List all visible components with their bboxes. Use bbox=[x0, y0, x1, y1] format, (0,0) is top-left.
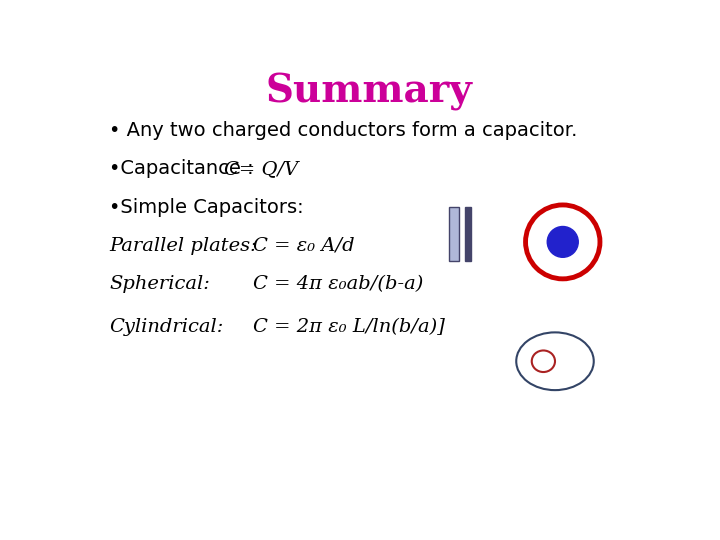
Bar bbox=[449, 207, 459, 261]
Text: C = 4π ε₀ab/(b-a): C = 4π ε₀ab/(b-a) bbox=[253, 275, 423, 293]
Bar bbox=[465, 207, 471, 261]
Text: Spherical:: Spherical: bbox=[109, 275, 210, 293]
Text: C= Q/V: C= Q/V bbox=[224, 160, 298, 178]
Text: •Simple Capacitors:: •Simple Capacitors: bbox=[109, 198, 304, 217]
Text: C = ε₀ A/d: C = ε₀ A/d bbox=[253, 237, 354, 255]
Circle shape bbox=[547, 226, 578, 257]
Text: Summary: Summary bbox=[266, 73, 472, 111]
Text: Cylindrical:: Cylindrical: bbox=[109, 318, 224, 335]
Text: • Any two charged conductors form a capacitor.: • Any two charged conductors form a capa… bbox=[109, 121, 577, 140]
Text: •Capacitance :: •Capacitance : bbox=[109, 159, 260, 178]
Text: C = 2π ε₀ L/ln(b/a)]: C = 2π ε₀ L/ln(b/a)] bbox=[253, 318, 445, 335]
Text: Parallel plates:: Parallel plates: bbox=[109, 237, 257, 255]
